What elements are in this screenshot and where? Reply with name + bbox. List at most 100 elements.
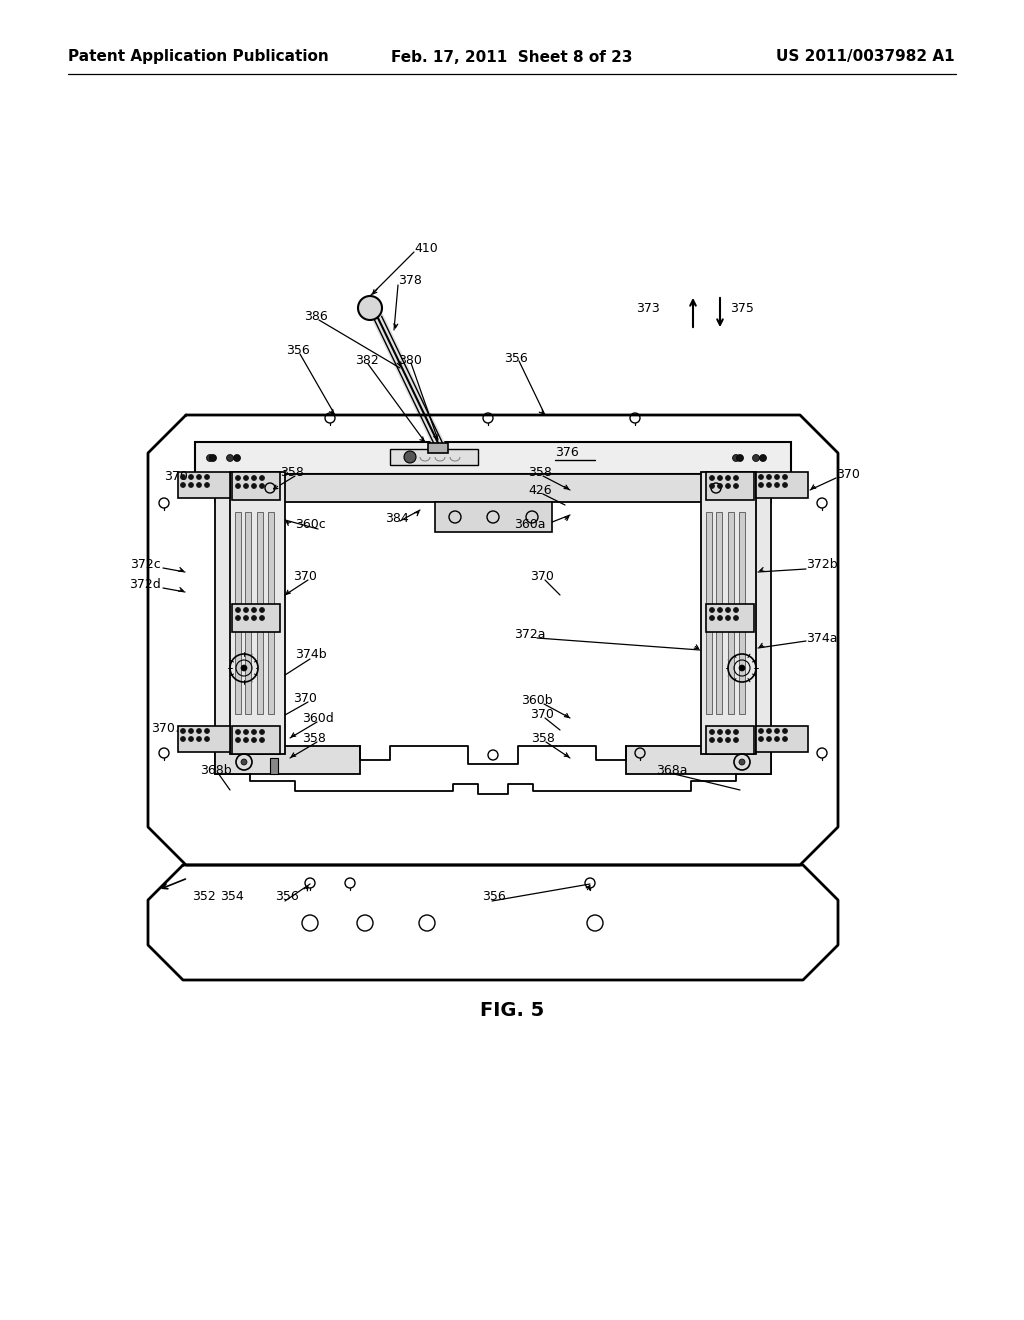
Circle shape bbox=[188, 474, 194, 479]
Circle shape bbox=[710, 738, 715, 742]
Circle shape bbox=[259, 607, 264, 612]
Circle shape bbox=[210, 454, 216, 462]
Text: 378: 378 bbox=[398, 273, 422, 286]
Circle shape bbox=[736, 454, 743, 462]
Circle shape bbox=[725, 730, 730, 734]
Circle shape bbox=[404, 451, 416, 463]
Circle shape bbox=[244, 730, 249, 734]
Circle shape bbox=[205, 729, 210, 734]
Circle shape bbox=[718, 607, 723, 612]
Circle shape bbox=[259, 730, 264, 734]
Text: 360d: 360d bbox=[302, 711, 334, 725]
Circle shape bbox=[767, 474, 771, 479]
Text: 370: 370 bbox=[152, 722, 175, 734]
Circle shape bbox=[233, 454, 241, 462]
Circle shape bbox=[753, 454, 760, 462]
Text: FIG. 5: FIG. 5 bbox=[480, 1001, 544, 1019]
Text: 360c: 360c bbox=[295, 519, 326, 532]
Circle shape bbox=[259, 738, 264, 742]
Bar bbox=[706, 605, 754, 632]
Circle shape bbox=[718, 738, 723, 742]
Bar bbox=[215, 746, 360, 774]
Circle shape bbox=[244, 615, 249, 620]
Bar bbox=[756, 473, 808, 498]
Text: 370: 370 bbox=[836, 469, 860, 482]
Circle shape bbox=[180, 474, 185, 479]
Bar bbox=[195, 442, 791, 474]
Circle shape bbox=[259, 475, 264, 480]
Text: 360b: 360b bbox=[521, 693, 553, 706]
Circle shape bbox=[197, 483, 202, 487]
Circle shape bbox=[188, 483, 194, 487]
Circle shape bbox=[236, 483, 241, 488]
Bar bbox=[728, 512, 734, 714]
Circle shape bbox=[710, 730, 715, 734]
Text: 370: 370 bbox=[293, 692, 316, 705]
Text: 358: 358 bbox=[280, 466, 304, 479]
Text: 372b: 372b bbox=[806, 558, 838, 572]
Circle shape bbox=[732, 454, 739, 462]
Circle shape bbox=[759, 474, 764, 479]
Bar bbox=[215, 474, 250, 774]
Circle shape bbox=[767, 483, 771, 487]
Bar bbox=[706, 726, 754, 754]
Bar bbox=[234, 512, 241, 714]
Circle shape bbox=[718, 475, 723, 480]
Text: 382: 382 bbox=[355, 354, 379, 367]
Circle shape bbox=[180, 737, 185, 742]
Bar bbox=[257, 512, 263, 714]
Text: 410: 410 bbox=[414, 242, 437, 255]
Text: 352: 352 bbox=[193, 891, 216, 903]
Text: 374a: 374a bbox=[806, 631, 838, 644]
Circle shape bbox=[725, 483, 730, 488]
Bar bbox=[736, 474, 771, 774]
Text: 384: 384 bbox=[385, 511, 409, 524]
Text: 370: 370 bbox=[293, 569, 316, 582]
Text: 356: 356 bbox=[504, 351, 527, 364]
Text: 358: 358 bbox=[528, 466, 552, 479]
Circle shape bbox=[244, 475, 249, 480]
Circle shape bbox=[718, 483, 723, 488]
Circle shape bbox=[207, 454, 213, 462]
Circle shape bbox=[197, 737, 202, 742]
Circle shape bbox=[252, 607, 256, 612]
Bar bbox=[268, 512, 274, 714]
Circle shape bbox=[739, 759, 745, 766]
Circle shape bbox=[782, 737, 787, 742]
Circle shape bbox=[725, 615, 730, 620]
Bar bbox=[739, 512, 745, 714]
Circle shape bbox=[782, 729, 787, 734]
Bar bbox=[270, 758, 278, 774]
Text: 368b: 368b bbox=[200, 763, 231, 776]
Text: 372a: 372a bbox=[514, 628, 546, 642]
Circle shape bbox=[252, 615, 256, 620]
Circle shape bbox=[244, 738, 249, 742]
Bar bbox=[232, 605, 280, 632]
Bar bbox=[756, 726, 808, 752]
Circle shape bbox=[252, 483, 256, 488]
Bar bbox=[390, 449, 478, 465]
Circle shape bbox=[767, 737, 771, 742]
Circle shape bbox=[733, 615, 738, 620]
Bar bbox=[178, 726, 230, 752]
Bar bbox=[232, 726, 280, 754]
Circle shape bbox=[733, 607, 738, 612]
Circle shape bbox=[710, 607, 715, 612]
Text: 374b: 374b bbox=[295, 648, 327, 661]
Text: US 2011/0037982 A1: US 2011/0037982 A1 bbox=[776, 49, 955, 65]
Text: 386: 386 bbox=[304, 309, 328, 322]
Text: 368a: 368a bbox=[656, 763, 687, 776]
Circle shape bbox=[188, 737, 194, 742]
Circle shape bbox=[241, 665, 247, 671]
Text: 370: 370 bbox=[530, 709, 554, 722]
Bar bbox=[706, 512, 712, 714]
Circle shape bbox=[760, 454, 767, 462]
Circle shape bbox=[759, 729, 764, 734]
Bar bbox=[716, 512, 722, 714]
Circle shape bbox=[759, 483, 764, 487]
Circle shape bbox=[718, 730, 723, 734]
Bar bbox=[706, 473, 754, 500]
Circle shape bbox=[710, 475, 715, 480]
Text: 360a: 360a bbox=[514, 517, 546, 531]
Circle shape bbox=[244, 483, 249, 488]
